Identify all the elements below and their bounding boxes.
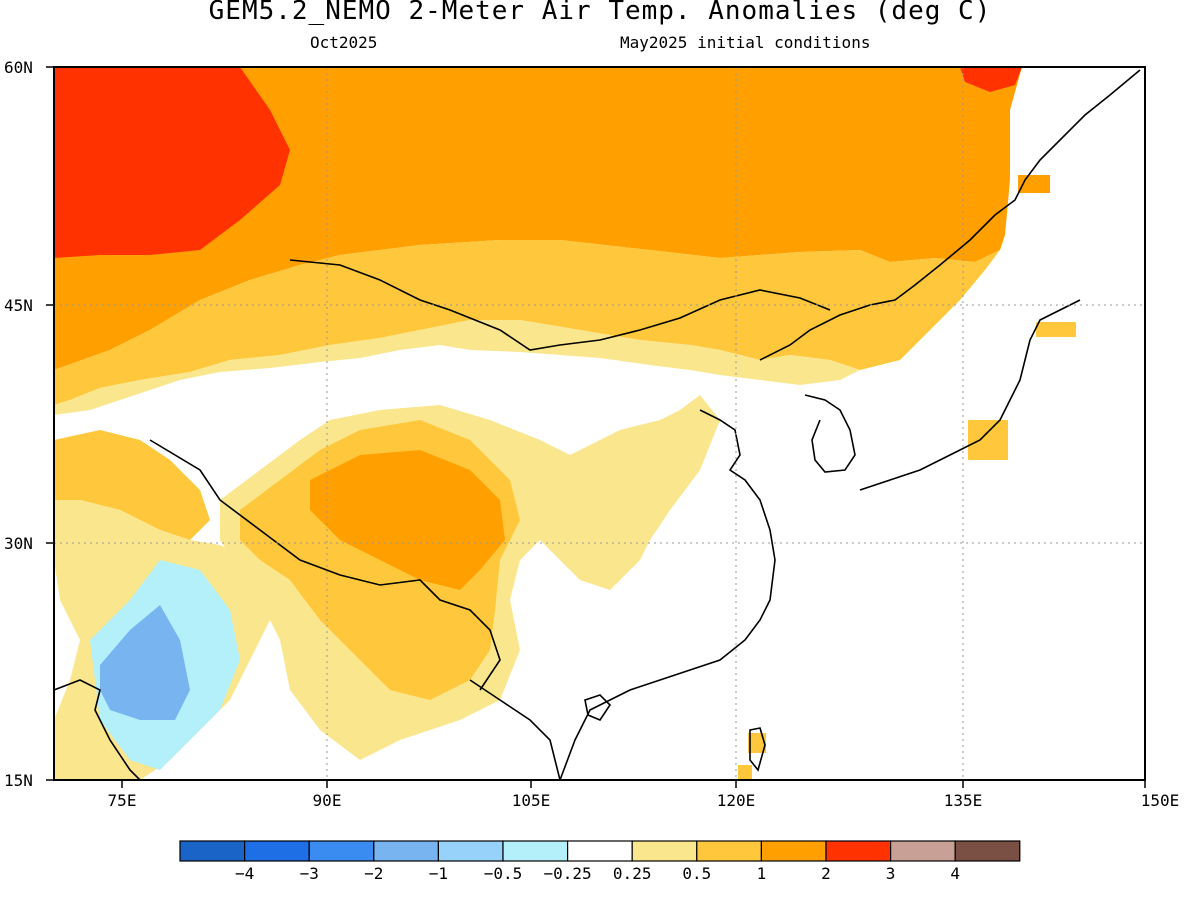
coastline-india xyxy=(54,679,141,780)
colorbar-tick-label: 1 xyxy=(757,864,767,883)
colorbar-swatch xyxy=(502,840,569,862)
lon-label-105e: 105E xyxy=(512,791,551,810)
colorbar-swatch xyxy=(696,840,762,862)
anomaly-fill-layer xyxy=(54,67,1145,780)
coastline-east-asia xyxy=(759,69,1141,361)
border-himalaya xyxy=(149,439,501,691)
lon-label-75e: 75E xyxy=(108,791,137,810)
anomaly-region-mongolia-band xyxy=(54,240,1000,405)
coastline-china xyxy=(559,409,776,780)
colorbar-tick-label: −0.5 xyxy=(484,864,523,883)
hainan-outline xyxy=(584,694,612,721)
colorbar-tick-label: −0.25 xyxy=(544,864,592,883)
lon-label-120e: 120E xyxy=(717,791,756,810)
lat-label-60n: 60N xyxy=(4,58,33,77)
anomaly-region-northern-belt xyxy=(54,67,1022,370)
colorbar-tick-label: 4 xyxy=(950,864,960,883)
colorbar-tick-label: 0.5 xyxy=(682,864,711,883)
map-title: GEM5.2_NEMO 2-Meter Air Temp. Anomalies … xyxy=(208,0,992,26)
colorbar-tick-label: 0.25 xyxy=(613,864,652,883)
lon-label-150e: 150E xyxy=(1141,791,1180,810)
anomaly-region-india-cold-core xyxy=(100,605,190,720)
anomaly-patch-philippines xyxy=(738,765,752,780)
colorbar-tick-label: −1 xyxy=(429,864,448,883)
colorbar-tick-label: −2 xyxy=(364,864,383,883)
anomaly-region-transition-band xyxy=(54,320,860,415)
plot-frame xyxy=(53,66,1146,781)
colorbar-swatch xyxy=(825,840,892,862)
colorbar: −4 −3 −2 −1 −0.5 −0.25 0.25 0.5 1 2 3 4 xyxy=(179,840,1021,883)
initial-conditions-label: May2025 initial conditions xyxy=(620,33,871,52)
axis-ticks xyxy=(46,66,1146,788)
anomaly-patch-taiwan xyxy=(748,733,766,753)
colorbar-swatch xyxy=(954,840,1021,862)
coastline-korea xyxy=(804,394,856,473)
colorbar-tick-label: 3 xyxy=(886,864,896,883)
colorbar-swatch xyxy=(244,840,310,862)
colorbar-swatch xyxy=(308,840,375,862)
coastlines-layer xyxy=(54,69,1141,780)
gridlines xyxy=(54,67,1145,780)
colorbar-swatch xyxy=(760,840,827,862)
lat-label-15n: 15N xyxy=(4,771,33,790)
colorbar-swatch xyxy=(179,840,246,862)
anomaly-patch-honshu xyxy=(968,420,1008,460)
colorbar-swatch xyxy=(437,840,504,862)
forecast-month: Oct2025 xyxy=(310,33,378,52)
colorbar-tick-label: −4 xyxy=(235,864,254,883)
colorbar-tick-label: −3 xyxy=(300,864,319,883)
coastline-japan xyxy=(859,299,1081,491)
taiwan-outline xyxy=(749,727,766,772)
anomaly-region-east-china xyxy=(530,410,720,590)
colorbar-swatch xyxy=(373,840,439,862)
anomaly-region-tibet-core xyxy=(310,450,505,590)
anomaly-region-siberia-hot xyxy=(54,67,290,258)
colorbar-swatch xyxy=(631,840,698,862)
colorbar-tick-label: 2 xyxy=(821,864,831,883)
colorbar-swatch xyxy=(889,840,956,862)
border-southeast-asia xyxy=(469,679,561,780)
anomaly-region-northwest-india xyxy=(54,430,210,540)
anomaly-region-far-east-hot xyxy=(960,67,1022,92)
lat-label-45n: 45N xyxy=(4,296,33,315)
colorbar-swatch xyxy=(566,840,633,862)
lon-label-90e: 90E xyxy=(313,791,342,810)
lat-label-30n: 30N xyxy=(4,534,33,553)
border-mongolia xyxy=(289,259,831,351)
anomaly-patch-hokkaido xyxy=(1036,322,1076,337)
lon-label-135e: 135E xyxy=(944,791,983,810)
